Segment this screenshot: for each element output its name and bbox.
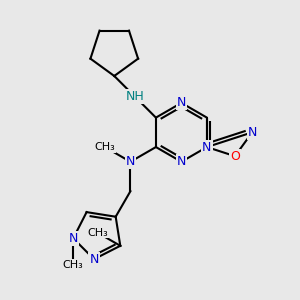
Text: CH₃: CH₃ xyxy=(63,260,84,270)
Text: N: N xyxy=(68,232,78,245)
Text: N: N xyxy=(248,126,257,139)
Text: N: N xyxy=(202,141,212,154)
Text: N: N xyxy=(126,155,135,168)
Text: N: N xyxy=(89,253,99,266)
Text: N: N xyxy=(177,155,186,168)
Text: O: O xyxy=(230,150,240,163)
Text: NH: NH xyxy=(126,90,145,103)
Text: N: N xyxy=(177,96,186,110)
Text: CH₃: CH₃ xyxy=(94,142,115,152)
Text: CH₃: CH₃ xyxy=(87,228,108,238)
